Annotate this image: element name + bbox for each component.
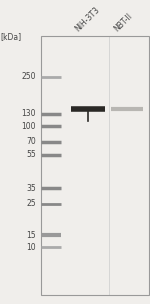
Text: 70: 70 [26, 137, 36, 147]
Text: 10: 10 [26, 243, 36, 252]
Text: 55: 55 [26, 150, 36, 159]
Text: 130: 130 [21, 109, 36, 119]
Text: NIH-3T3: NIH-3T3 [73, 5, 101, 33]
Text: 250: 250 [21, 72, 36, 81]
Text: 15: 15 [26, 231, 36, 240]
Text: [kDa]: [kDa] [1, 32, 22, 41]
Text: NBT-II: NBT-II [112, 12, 134, 33]
Text: 35: 35 [26, 184, 36, 193]
Text: 25: 25 [26, 199, 36, 209]
Text: 100: 100 [21, 122, 36, 131]
